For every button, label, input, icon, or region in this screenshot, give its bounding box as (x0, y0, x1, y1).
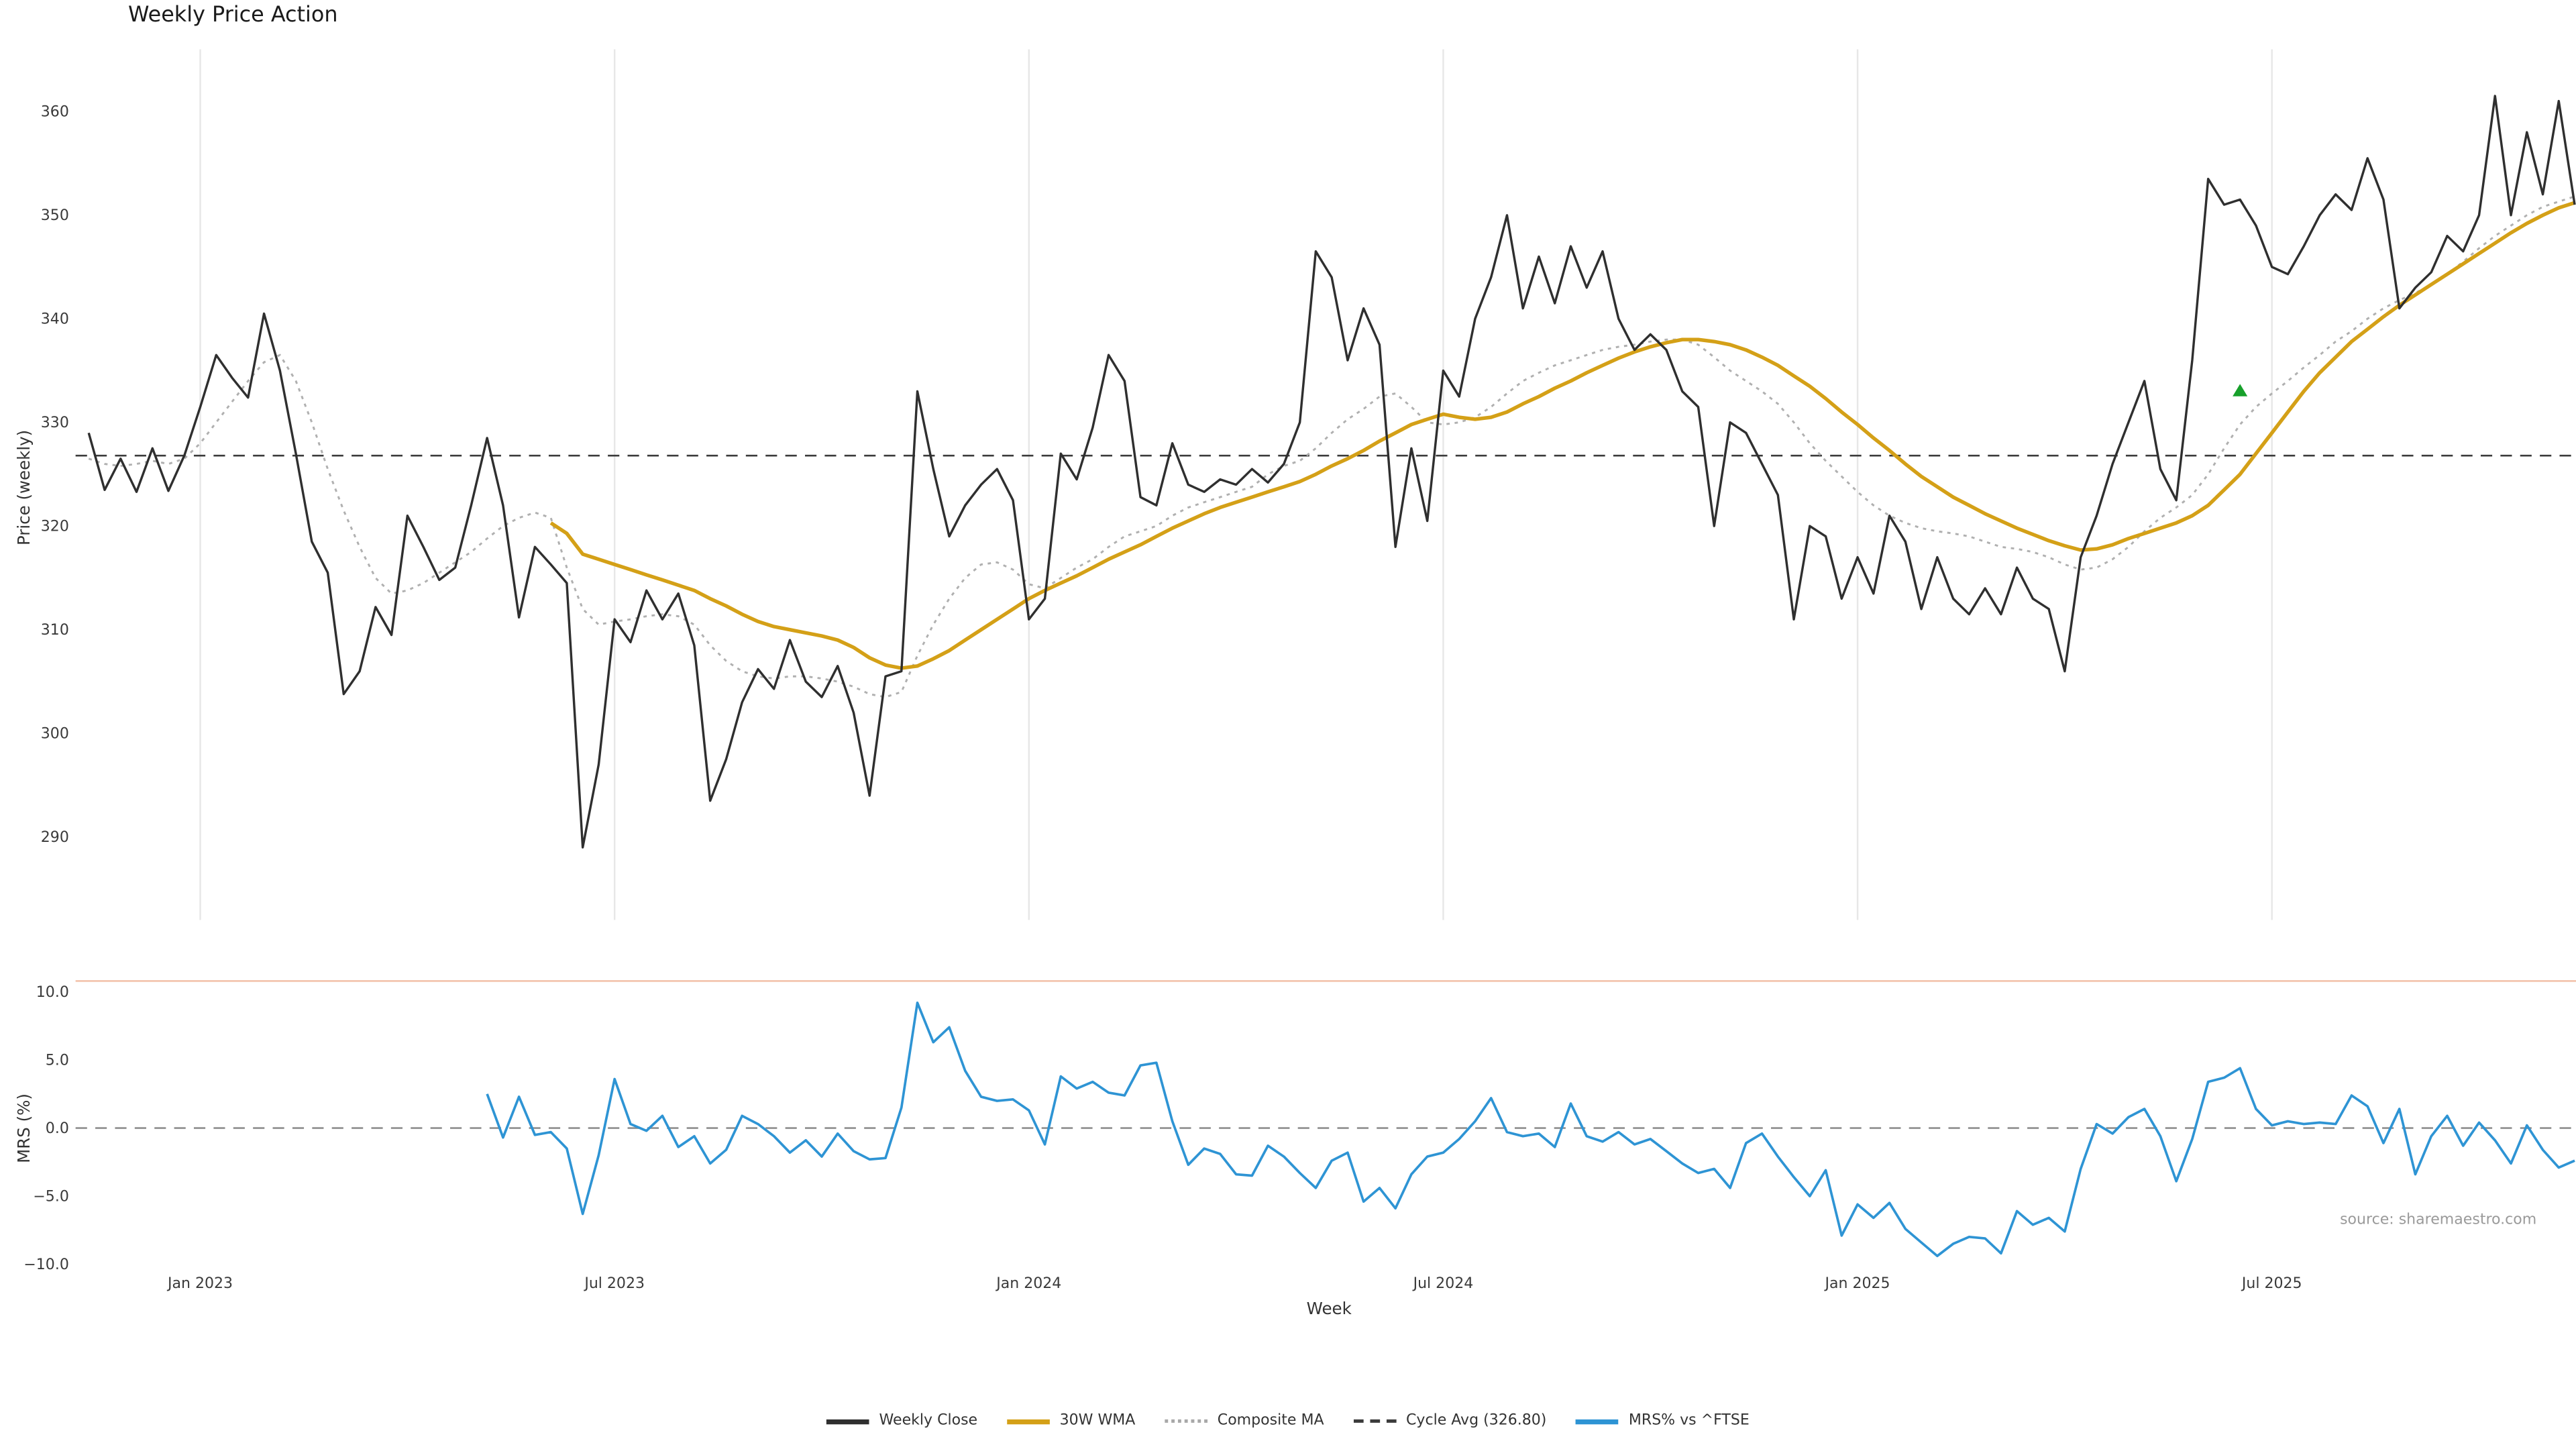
legend-swatch-solid (1007, 1418, 1050, 1424)
mrs-line (486, 1002, 2575, 1258)
x-tick-label: Jul 2025 (2241, 1275, 2302, 1292)
legend-label: Weekly Close (879, 1413, 978, 1430)
source-credit: source: sharemaestro.com (2340, 1212, 2537, 1229)
buy-signal-marker (2233, 384, 2248, 396)
legend-swatch-dashed (1353, 1419, 1397, 1423)
price-tick-label: 320 (41, 519, 69, 535)
legend-label: MRS% vs ^FTSE (1628, 1413, 1750, 1430)
mrs-tick-label: −5.0 (33, 1188, 69, 1205)
mrs-tick-label: −10.0 (23, 1256, 69, 1273)
x-tick-label: Jul 2023 (583, 1275, 645, 1292)
mrs-tick-label: 5.0 (46, 1052, 69, 1069)
x-tick-label: Jan 2024 (995, 1275, 1061, 1292)
legend-item: Composite MA (1165, 1413, 1324, 1430)
legend-swatch-solid (1576, 1418, 1619, 1424)
composite-ma-line (88, 195, 2575, 698)
legend-item: MRS% vs ^FTSE (1576, 1413, 1750, 1430)
x-tick-label: Jan 2023 (166, 1275, 233, 1292)
price-tick-label: 310 (41, 622, 69, 639)
chart-title: Weekly Price Action (128, 3, 338, 28)
mrs-tick-label: 10.0 (36, 984, 69, 1001)
price-tick-label: 360 (41, 104, 69, 121)
wma-line (549, 201, 2575, 670)
legend-item: 30W WMA (1007, 1413, 1136, 1430)
price-tick-label: 340 (41, 311, 69, 328)
legend-label: 30W WMA (1059, 1413, 1136, 1430)
legend: Weekly Close 30W WMA Composite MA Cycle Avg… (0, 1413, 2576, 1430)
x-tick-label: Jan 2025 (1824, 1275, 1890, 1292)
x-axis-label: Week (1306, 1301, 1352, 1320)
legend-swatch-solid (826, 1418, 869, 1424)
mrs-tick-label: 0.0 (46, 1120, 69, 1137)
legend-label: Cycle Avg (326.80) (1406, 1413, 1547, 1430)
legend-label: Composite MA (1217, 1413, 1324, 1430)
price-tick-label: 290 (41, 829, 69, 846)
legend-item: Weekly Close (826, 1413, 978, 1430)
price-tick-label: 330 (41, 415, 69, 431)
legend-swatch-dotted (1165, 1419, 1208, 1423)
x-tick-label: Jul 2024 (1412, 1275, 1474, 1292)
price-tick-label: 350 (41, 207, 69, 224)
legend-item: Cycle Avg (326.80) (1353, 1413, 1547, 1430)
weekly-close-line (87, 95, 2576, 849)
price-tick-label: 300 (41, 726, 69, 743)
